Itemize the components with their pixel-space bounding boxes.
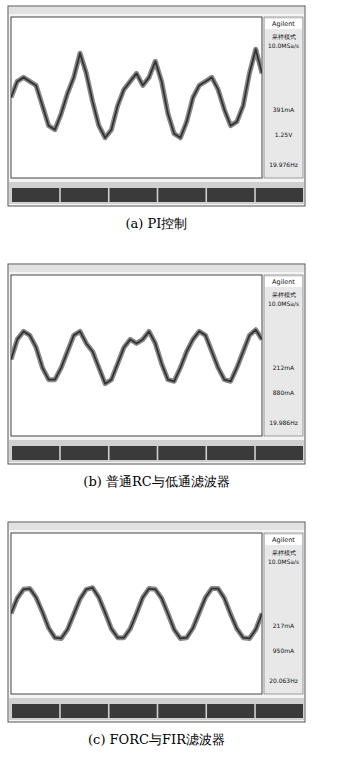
- status-bar: [9, 265, 304, 272]
- logo-box: [265, 19, 302, 29]
- softkey: [61, 188, 108, 202]
- scope-text: 950mA: [273, 647, 295, 654]
- trace: [11, 330, 262, 384]
- marks: [11, 588, 262, 639]
- scope-text: 391mA: [273, 106, 295, 113]
- scope-text: 1.25V: [275, 131, 293, 138]
- status-bar: [9, 7, 304, 14]
- scope-text: 20.063Hz: [269, 677, 298, 684]
- softkey: [12, 446, 59, 460]
- softkey: [256, 188, 303, 202]
- plot-frame: [11, 533, 262, 694]
- caption: (a) PI控制: [126, 216, 188, 231]
- softkey: [207, 704, 254, 718]
- softkey: [256, 704, 303, 718]
- softkey: [12, 704, 59, 718]
- softkey: [110, 446, 157, 460]
- scope-text: 10.0MSa/s: [268, 42, 299, 49]
- softkey: [207, 446, 254, 460]
- softkey: [158, 188, 205, 202]
- softkey-bar: [9, 182, 304, 204]
- scope-text: 10.0MSa/s: [268, 300, 299, 307]
- trace-envelope: [11, 588, 262, 639]
- softkey: [158, 704, 205, 718]
- trace: [11, 49, 262, 138]
- caption: (c) FORC与FIR滤波器: [88, 732, 225, 747]
- softkey-bar: [9, 698, 304, 720]
- scope-frame: [8, 522, 305, 722]
- status-bar: [9, 523, 304, 530]
- trace-envelope: [11, 330, 262, 384]
- scope-text: 217mA: [273, 622, 295, 629]
- softkey: [61, 446, 108, 460]
- figure: Agilent 采样模式 10.0MSa/s 391mA 1.25V 19.976Hz (a…: [0, 0, 348, 775]
- scope-text: Agilent: [272, 278, 295, 286]
- scope-text: 10.0MSa/s: [268, 558, 299, 565]
- softkey: [110, 188, 157, 202]
- caption: (b) 普通RC与低通滤波器: [83, 474, 229, 489]
- scope-text: 880mA: [273, 389, 295, 396]
- plot-frame: [11, 275, 262, 436]
- sidebar: [264, 17, 303, 178]
- scope-text: 采样模式: [272, 33, 296, 40]
- softkey: [61, 704, 108, 718]
- scope-text: 采样模式: [272, 549, 296, 556]
- scope-panel: Agilent 采样模式 10.0MSa/s 217mA 950mA 20.063Hz (c…: [8, 522, 305, 747]
- plot-frame: [11, 17, 262, 178]
- scope-text: 212mA: [273, 364, 295, 371]
- logo-box: [265, 535, 302, 545]
- softkey: [110, 704, 157, 718]
- softkey: [158, 446, 205, 460]
- softkey: [207, 188, 254, 202]
- softkey: [256, 446, 303, 460]
- scope-frame: [8, 264, 305, 464]
- softkey-bar: [9, 440, 304, 462]
- trace-envelope: [11, 49, 262, 138]
- scope-text: Agilent: [272, 20, 295, 28]
- marks: [11, 49, 262, 138]
- sidebar: [264, 533, 303, 694]
- scope-text: Agilent: [272, 536, 295, 544]
- softkey: [12, 188, 59, 202]
- scope-text: 19.986Hz: [269, 419, 298, 426]
- logo-box: [265, 277, 302, 287]
- scope-text: 采样模式: [272, 291, 296, 298]
- scope-panel: Agilent 采样模式 10.0MSa/s 391mA 1.25V 19.976Hz (a…: [8, 6, 305, 231]
- marks: [11, 330, 262, 384]
- scope-text: 19.976Hz: [269, 161, 298, 168]
- trace: [11, 588, 262, 639]
- sidebar: [264, 275, 303, 436]
- scope-panel: Agilent 采样模式 10.0MSa/s 212mA 880mA 19.986Hz (b…: [8, 264, 305, 489]
- scope-frame: [8, 6, 305, 206]
